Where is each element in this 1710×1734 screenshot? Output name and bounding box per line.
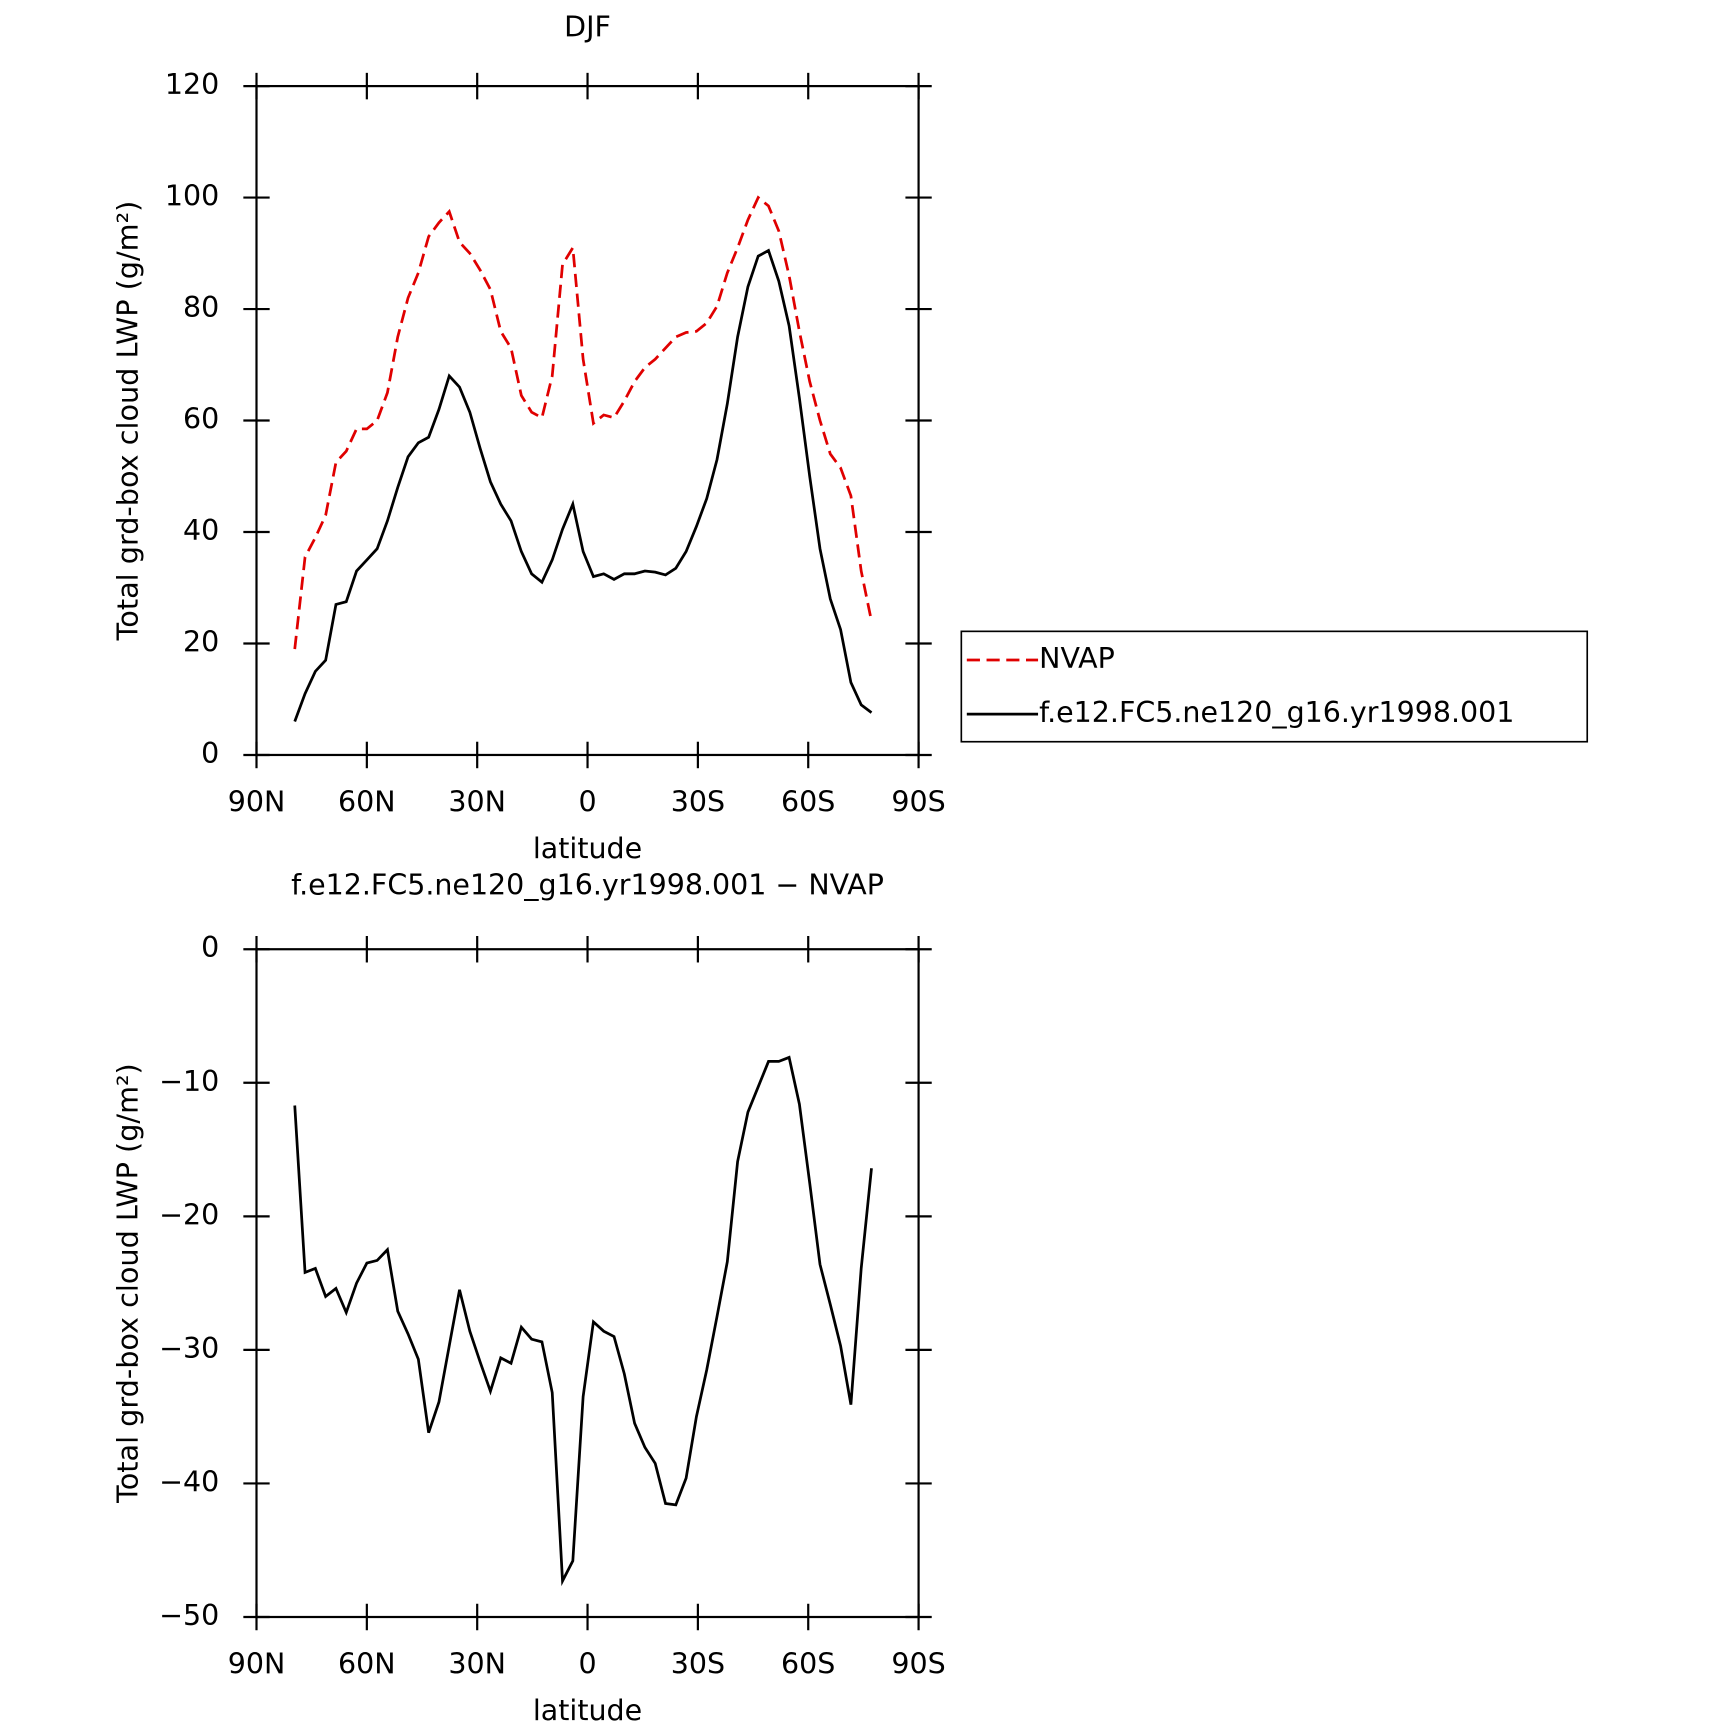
x-tick-label: 30S <box>671 784 725 818</box>
legend-label: NVAP <box>1039 641 1115 675</box>
data-line <box>293 1055 873 1587</box>
y-tick-label: 80 <box>183 290 219 324</box>
x-tick-label: 60N <box>338 784 396 818</box>
x-tick-label: 90N <box>228 784 286 818</box>
data-line <box>293 248 873 723</box>
x-tick-label: 30N <box>448 784 506 818</box>
x-axis-label: latitude <box>533 831 642 865</box>
x-tick-label: 60S <box>781 784 835 818</box>
x-tick-label: 30N <box>448 1647 506 1681</box>
x-tick-label: 90S <box>891 1647 945 1681</box>
y-tick-label: 20 <box>183 624 219 658</box>
y-tick-label: 0 <box>201 930 219 964</box>
y-axis-label: Total grd-box cloud LWP (g/m²) <box>110 1063 144 1504</box>
y-axis-label: Total grd-box cloud LWP (g/m²) <box>110 201 144 642</box>
y-tick-label: −10 <box>159 1064 219 1098</box>
y-tick-label: 40 <box>183 513 219 547</box>
x-tick-label: 30S <box>671 1647 725 1681</box>
y-tick-label: 0 <box>201 736 219 770</box>
y-tick-label: 100 <box>165 179 219 213</box>
y-tick-label: 120 <box>165 67 219 101</box>
y-tick-label: −40 <box>159 1464 219 1498</box>
y-tick-label: 60 <box>183 401 219 435</box>
x-tick-label: 90N <box>228 1647 286 1681</box>
legend-box <box>960 630 1589 743</box>
x-tick-label: 60N <box>338 1647 396 1681</box>
chart-title: DJF <box>564 10 611 44</box>
chart-title: f.e12.FC5.ne120_g16.yr1998.001 − NVAP <box>291 867 884 901</box>
legend-label: f.e12.FC5.ne120_g16.yr1998.001 <box>1039 695 1514 729</box>
y-tick-label: −50 <box>159 1598 219 1632</box>
x-tick-label: 0 <box>578 1647 596 1681</box>
x-axis-label: latitude <box>533 1693 642 1727</box>
x-tick-label: 90S <box>891 784 945 818</box>
y-tick-label: −20 <box>159 1197 219 1231</box>
y-tick-label: −30 <box>159 1331 219 1365</box>
data-line <box>293 195 873 650</box>
x-tick-label: 0 <box>578 784 596 818</box>
x-tick-label: 60S <box>781 1647 835 1681</box>
